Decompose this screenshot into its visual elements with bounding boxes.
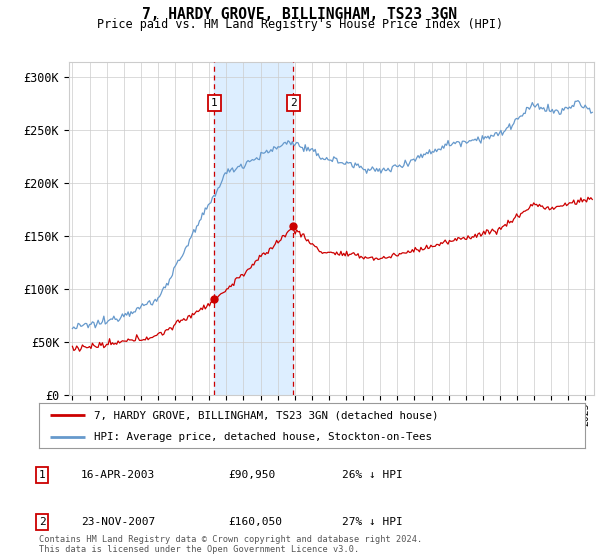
Text: 23-NOV-2007: 23-NOV-2007 [81, 517, 155, 527]
Text: 7, HARDY GROVE, BILLINGHAM, TS23 3GN: 7, HARDY GROVE, BILLINGHAM, TS23 3GN [143, 7, 458, 22]
Text: 7, HARDY GROVE, BILLINGHAM, TS23 3GN (detached house): 7, HARDY GROVE, BILLINGHAM, TS23 3GN (de… [94, 410, 438, 421]
Text: 26% ↓ HPI: 26% ↓ HPI [342, 470, 403, 480]
Text: Price paid vs. HM Land Registry's House Price Index (HPI): Price paid vs. HM Land Registry's House … [97, 18, 503, 31]
Text: Contains HM Land Registry data © Crown copyright and database right 2024.
This d: Contains HM Land Registry data © Crown c… [39, 535, 422, 554]
Text: HPI: Average price, detached house, Stockton-on-Tees: HPI: Average price, detached house, Stoc… [94, 432, 431, 442]
Text: 1: 1 [211, 98, 218, 108]
Text: 2: 2 [290, 98, 296, 108]
Bar [214, 62, 293, 395]
Text: 16-APR-2003: 16-APR-2003 [81, 470, 155, 480]
Text: 1: 1 [38, 470, 46, 480]
Text: 2: 2 [38, 517, 46, 527]
Text: £160,050: £160,050 [228, 517, 282, 527]
Text: £90,950: £90,950 [228, 470, 275, 480]
Text: 27% ↓ HPI: 27% ↓ HPI [342, 517, 403, 527]
